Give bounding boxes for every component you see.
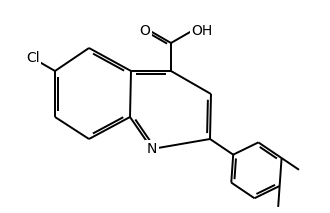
Text: N: N xyxy=(147,142,157,156)
Text: OH: OH xyxy=(192,24,213,38)
Text: Cl: Cl xyxy=(26,51,40,65)
Text: O: O xyxy=(140,24,150,38)
